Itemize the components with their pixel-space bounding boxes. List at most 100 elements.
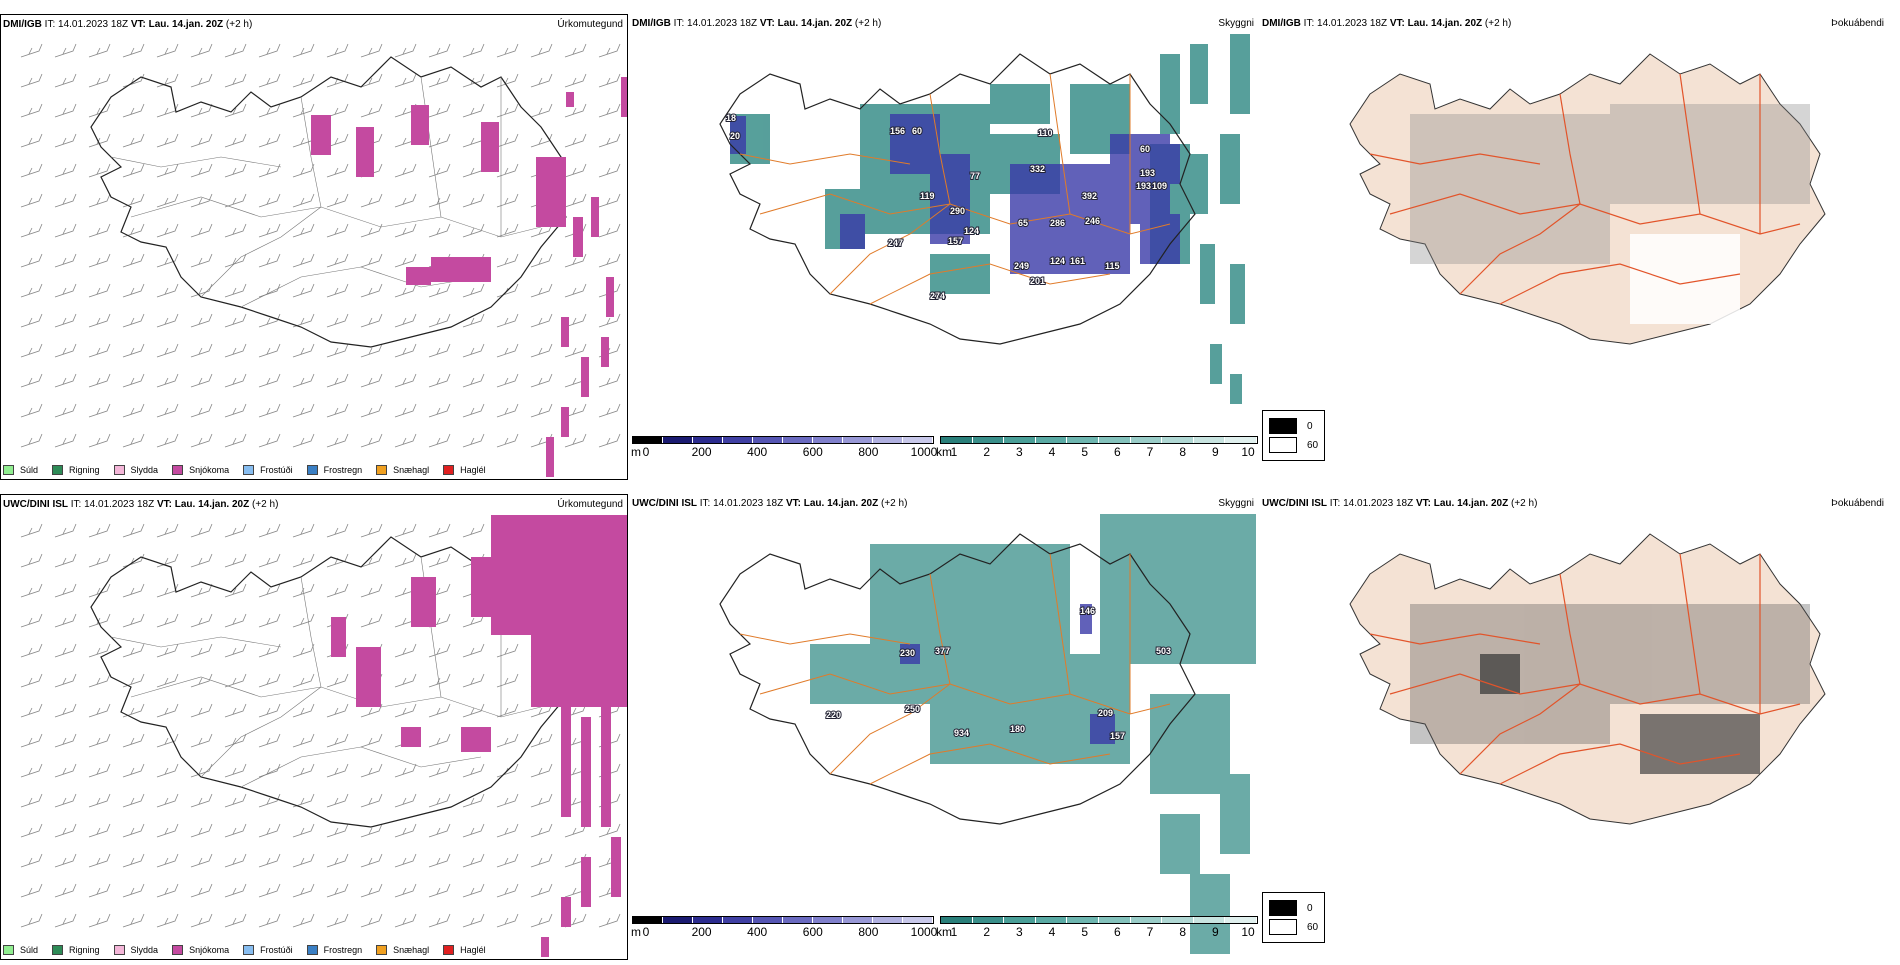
wind-barb <box>190 253 213 268</box>
visibility-colorbar <box>940 916 1258 924</box>
visibility-value-label: 124 <box>964 226 979 236</box>
wind-barb <box>224 133 247 148</box>
wind-barb <box>54 583 77 598</box>
wind-barb <box>326 193 349 208</box>
wind-barb <box>190 673 213 688</box>
wind-barb <box>564 343 587 358</box>
wind-barb <box>122 373 145 388</box>
wind-barb <box>360 313 383 328</box>
wind-barb <box>292 43 315 58</box>
elevation-scale-top: m 0 200 400 600 800 1000 <box>631 436 937 459</box>
legend-label: Slydda <box>130 945 159 955</box>
visibility-value-label: 180 <box>1010 724 1025 734</box>
wind-barb <box>258 883 281 898</box>
panel-title: Úrkomutegund <box>557 19 623 30</box>
colorbar-segment <box>813 437 843 443</box>
wind-barb <box>224 343 247 358</box>
fog-map-bottom <box>1349 533 1826 825</box>
wind-barb <box>360 823 383 838</box>
wind-barb <box>122 133 145 148</box>
wind-barb <box>224 373 247 388</box>
wind-barb <box>20 343 43 358</box>
wind-barb <box>156 613 179 628</box>
wind-barb <box>530 253 553 268</box>
colorbar-segment <box>1067 437 1099 443</box>
wind-barb <box>360 553 383 568</box>
scale-tick-label: 1 <box>950 445 958 459</box>
wind-barb <box>496 193 519 208</box>
legend-label: Haglél <box>460 465 486 475</box>
legend-item: Frostregn <box>306 465 362 475</box>
wind-barb <box>20 73 43 88</box>
wind-barb <box>156 223 179 238</box>
wind-barb <box>326 373 349 388</box>
wind-barb <box>564 43 587 58</box>
wind-barb <box>326 763 349 778</box>
scale-tick-label: 6 <box>1113 445 1121 459</box>
wind-barb <box>326 913 349 928</box>
visibility-value-label: 124 <box>1050 256 1065 266</box>
legend-swatch <box>172 465 184 475</box>
wind-barb <box>54 553 77 568</box>
fog-index-panel-bottom: UWC/DINI ISL IT: 14.01.2023 18Z VT: Lau.… <box>1260 494 1888 964</box>
wind-barb <box>462 103 485 118</box>
visibility-value-label: 209 <box>1098 708 1113 718</box>
wind-barb <box>428 403 451 418</box>
visibility-value-label: 220 <box>826 710 841 720</box>
scale-tick-label: 3 <box>1015 445 1023 459</box>
wind-barb <box>54 793 77 808</box>
scale-tick-label: 4 <box>1048 445 1056 459</box>
wind-barb <box>224 553 247 568</box>
visibility-value-label: 193 <box>1140 168 1155 178</box>
wind-barb <box>462 403 485 418</box>
wind-barb <box>394 403 417 418</box>
wind-barb <box>122 853 145 868</box>
wind-barb <box>394 703 417 718</box>
wind-barb <box>360 913 383 928</box>
wind-barb <box>360 733 383 748</box>
wind-barb <box>326 223 349 238</box>
wind-barb <box>224 733 247 748</box>
wind-barb <box>190 223 213 238</box>
road <box>1499 743 1741 785</box>
scale-tick-label: 200 <box>691 925 712 939</box>
wind-barb <box>292 853 315 868</box>
wind-barb <box>292 343 315 358</box>
visibility-value-label: 201 <box>1030 276 1045 286</box>
wind-barb <box>190 403 213 418</box>
colorbar-segment <box>1098 437 1131 443</box>
wind-barb <box>428 343 451 358</box>
legend-item: Frostúði <box>243 945 293 955</box>
colorbar-segment <box>873 917 903 923</box>
wind-barb <box>496 73 519 88</box>
wind-barb <box>462 793 485 808</box>
visibility-scale-bottom: km 1 2 3 4 5 6 7 8 9 10 <box>936 916 1258 939</box>
fog-legend-label: 60 <box>1307 921 1319 933</box>
wind-barb <box>190 853 213 868</box>
precip-map-bottom <box>20 515 627 957</box>
wind-barb <box>530 793 553 808</box>
wind-barb <box>292 643 315 658</box>
wind-barb <box>156 73 179 88</box>
wind-barb <box>326 163 349 178</box>
road <box>1559 573 1581 685</box>
colorbar-segment <box>903 437 933 443</box>
wind-barb <box>326 73 349 88</box>
legend-swatch <box>306 465 318 475</box>
legend-swatch <box>376 945 388 955</box>
wind-barb <box>20 553 43 568</box>
wind-barb <box>496 883 519 898</box>
road <box>1499 263 1741 305</box>
scale-tick-label: 0 <box>642 445 650 459</box>
wind-barb <box>54 343 77 358</box>
road <box>1679 553 1701 695</box>
visibility-value-label: 286 <box>1050 218 1065 228</box>
wind-barb <box>54 613 77 628</box>
legend-label: Frostúði <box>260 465 293 475</box>
wind-barb <box>122 523 145 538</box>
wind-barb <box>20 823 43 838</box>
wind-barb <box>462 133 485 148</box>
wind-barb <box>190 343 213 358</box>
colorbar-segment <box>723 917 753 923</box>
wind-barb <box>224 103 247 118</box>
